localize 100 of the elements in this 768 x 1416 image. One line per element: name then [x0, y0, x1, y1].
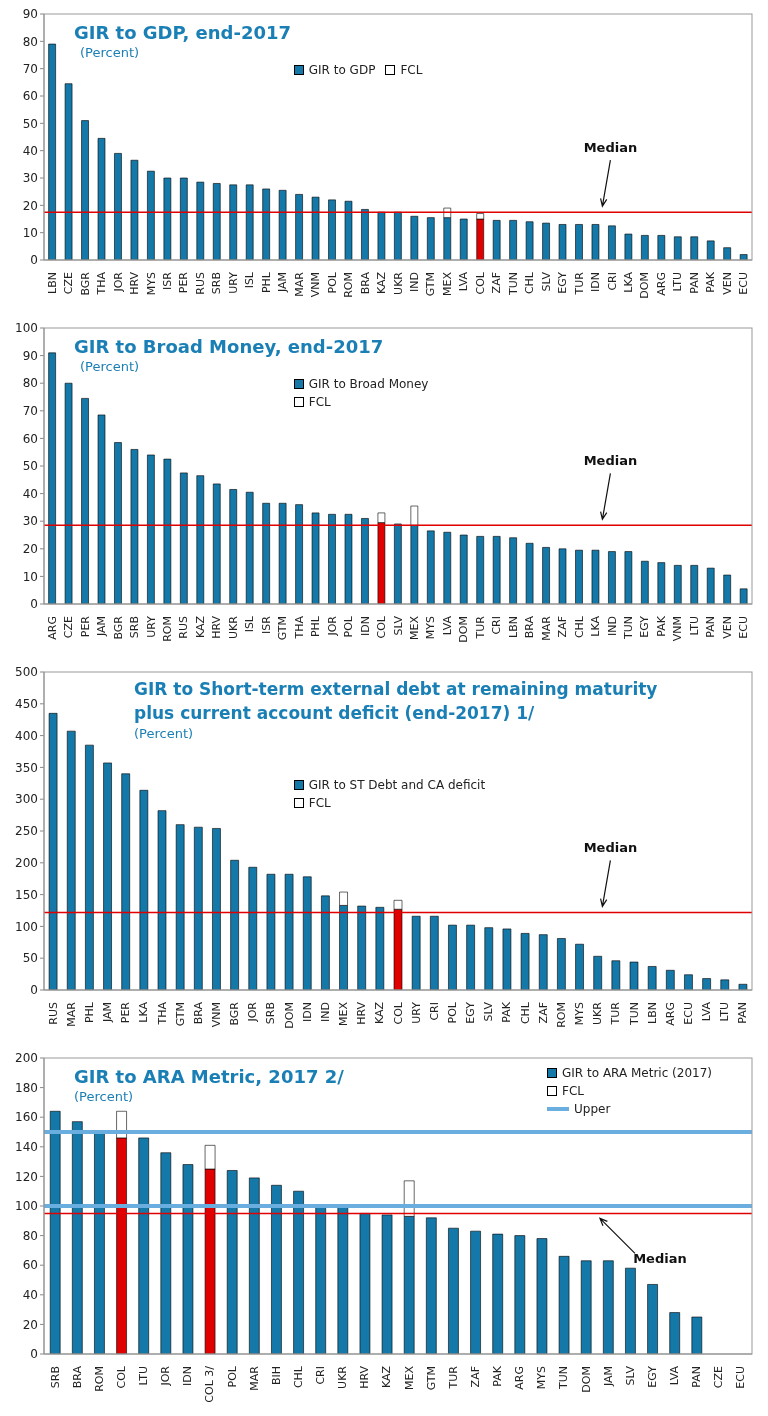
bar: [702, 978, 711, 990]
bar: [66, 730, 76, 990]
bar: [647, 1284, 658, 1354]
x-tick-label: PAK: [654, 615, 668, 637]
x-tick-label: IDN: [300, 1002, 314, 1022]
x-tick-label: ROM: [160, 616, 174, 642]
x-tick-label: JAM: [101, 1002, 115, 1024]
x-tick-label: MYS: [144, 271, 158, 296]
x-tick-label: CHL: [523, 271, 537, 295]
bar: [608, 225, 616, 260]
bar: [739, 254, 748, 260]
x-tick-label: ECU: [737, 616, 751, 639]
x-tick-label: MYS: [573, 1001, 587, 1026]
x-tick-label: BGR: [78, 271, 92, 296]
bar: [666, 969, 675, 990]
x-tick-label: CRI: [605, 272, 619, 291]
x-tick-label: COL: [114, 1365, 128, 1389]
bar: [311, 512, 320, 604]
y-tick-label: 80: [22, 376, 38, 391]
x-tick-label: PAN: [690, 1366, 704, 1388]
bar: [690, 236, 699, 260]
bar: [138, 1137, 149, 1354]
y-tick-label: 180: [15, 1080, 38, 1095]
y-tick-label: 120: [15, 1169, 38, 1184]
x-tick-label: ISL: [243, 271, 257, 289]
y-tick-label: 60: [22, 1258, 38, 1273]
x-tick-label: PER: [177, 271, 191, 294]
bar: [538, 934, 548, 990]
bar: [130, 159, 139, 260]
x-tick-label: SLV: [623, 1365, 637, 1386]
x-tick-label: PER: [78, 615, 92, 638]
x-tick-label: MAR: [292, 271, 306, 297]
bar: [723, 574, 731, 604]
x-tick-label: MEX: [440, 271, 454, 296]
x-tick-label: TUR: [446, 1365, 460, 1390]
y-tick-label: 90: [22, 7, 38, 22]
bar: [706, 567, 715, 604]
x-tick-label: DOM: [457, 616, 471, 643]
x-tick-label: URY: [144, 615, 158, 638]
x-tick-label: JOR: [246, 1001, 260, 1023]
bar: [295, 194, 303, 260]
x-tick-label: POL: [342, 615, 356, 638]
bar: [608, 551, 616, 604]
x-tick-label: URY: [409, 1001, 423, 1024]
bar: [212, 483, 221, 604]
x-tick-label: TUR: [609, 1001, 623, 1026]
x-tick-label: DOM: [579, 1366, 593, 1393]
bar: [163, 458, 172, 604]
x-tick-label: IDN: [589, 272, 603, 292]
x-tick-label: RUS: [193, 271, 207, 295]
x-tick-label: PHL: [259, 271, 273, 294]
bar: [229, 489, 238, 604]
bar: [492, 536, 501, 604]
y-tick-label: 50: [22, 951, 38, 966]
x-tick-label: ZAF: [468, 1366, 482, 1388]
bar: [657, 562, 666, 604]
x-tick-label: LVA: [440, 615, 454, 636]
bar: [157, 810, 167, 990]
x-tick-label: ARG: [45, 616, 59, 640]
bar: [64, 83, 73, 260]
bar: [381, 1214, 393, 1354]
bar: [49, 1110, 61, 1354]
bar: [271, 1184, 282, 1354]
bar: [180, 177, 188, 260]
bar: [657, 235, 666, 260]
bar: [502, 928, 512, 990]
x-tick-label: ECU: [734, 1366, 748, 1389]
bar: [48, 352, 56, 604]
bar: [121, 773, 130, 990]
bar: [575, 549, 583, 604]
bar: [212, 828, 221, 990]
x-tick-label: ARG: [513, 1366, 527, 1390]
bar: [245, 184, 254, 260]
x-tick-label: IDN: [181, 1366, 195, 1386]
bar: [72, 1121, 83, 1354]
bar: [278, 190, 287, 260]
y-tick-label: 60: [22, 431, 38, 446]
y-tick-label: 70: [22, 404, 38, 419]
x-tick-label: THA: [155, 1001, 169, 1026]
bar: [361, 209, 369, 260]
bar: [375, 907, 385, 990]
bar: [509, 537, 517, 604]
bar: [411, 915, 421, 990]
text: GIR to ARA Metric, 2017 2/: [74, 1065, 344, 1089]
x-tick-label: ARG: [663, 1002, 677, 1026]
x-tick-label: ECU: [681, 1002, 695, 1025]
x-tick-label: IDN: [358, 616, 372, 636]
x-tick-label: BRA: [70, 1365, 84, 1389]
bar: [629, 961, 639, 990]
x-tick-label: BIH: [269, 1366, 283, 1386]
bar: [394, 211, 402, 260]
legend-label: FCL: [562, 1084, 584, 1098]
text: (Percent): [74, 1089, 135, 1105]
bar: [147, 170, 155, 260]
bar: [293, 1190, 304, 1354]
bar: [284, 873, 294, 990]
bar: [249, 1177, 260, 1354]
x-tick-label: GTM: [424, 1366, 438, 1391]
x-tick-label: THA: [292, 615, 306, 640]
x-tick-label: RUS: [46, 1001, 60, 1025]
